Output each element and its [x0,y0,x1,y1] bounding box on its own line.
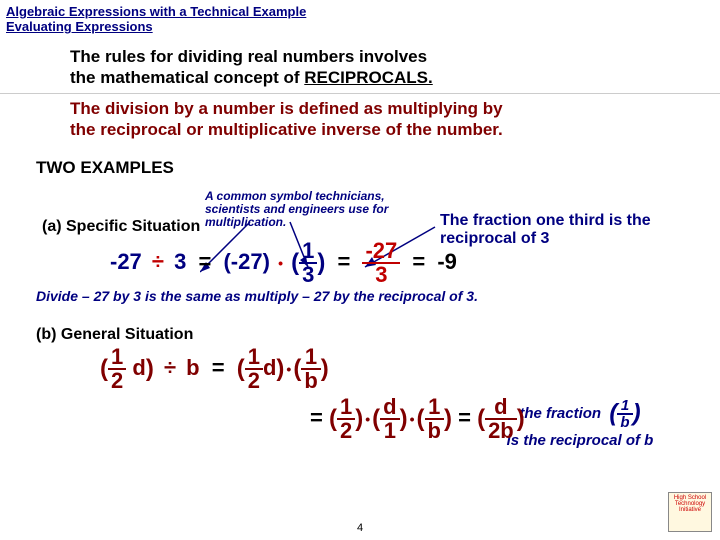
intro-block: The rules for dividing real numbers invo… [0,38,720,89]
equals-3: = [406,249,431,274]
frac-neg27-3: -273 [362,240,400,286]
intro-line2a: the mathematical concept of [70,68,304,87]
logo-badge: High School Technology Initiative [668,492,712,532]
situation-b-label: (b) General Situation [0,304,720,344]
def-line2: the reciprocal or multiplicative inverse… [70,120,503,139]
divide-symbol: ÷ [148,249,168,274]
header-line-2: Evaluating Expressions [0,19,720,38]
page-number: 4 [357,522,363,534]
header-line-1: Algebraic Expressions with a Technical E… [0,0,720,19]
rparen: ) [317,249,325,276]
definition-block: The division by a number is defined as m… [0,93,720,141]
equation-a: -27 ÷ 3 = (-27) • (13) = -273 = -9 [0,236,720,282]
intro-line1: The rules for dividing real numbers invo… [70,47,427,66]
two-examples-label: TWO EXAMPLES [0,140,174,178]
lparen: ( [291,249,299,276]
eq-a-divby: 3 [174,249,186,274]
equation-b: (12 d) ÷ b = (12d)•(1b) = (12)•(d1)•(1b)… [0,344,720,442]
def-line1: The division by a number is defined as m… [70,99,503,118]
equals-2: = [331,249,356,274]
intro-reciprocals: RECIPROCALS. [304,68,432,87]
equals-1: = [193,249,218,274]
frac-1-3: 13 [299,240,317,286]
eq-a-lhs: -27 [110,249,142,274]
eq-a-rhs1: (-27) [223,249,269,274]
eq-a-result: -9 [437,249,457,274]
divide-symbol-b: ÷ [160,355,180,380]
dot-icon: • [276,255,285,271]
